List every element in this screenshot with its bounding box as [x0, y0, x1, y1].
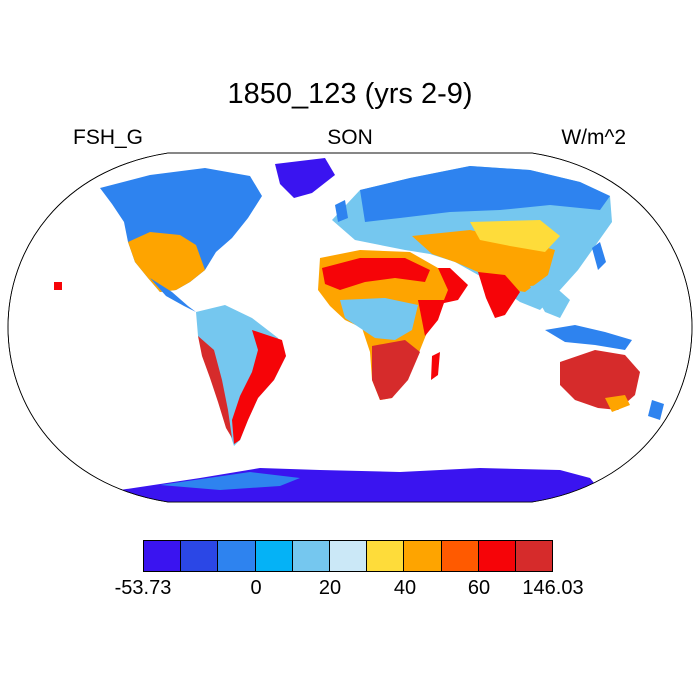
south-america-west	[198, 336, 232, 438]
map-title: 1850_123 (yrs 2-9)	[227, 78, 473, 110]
uk	[335, 200, 348, 222]
hawaii	[54, 282, 62, 290]
antarctica-edge	[160, 472, 300, 490]
india	[478, 272, 520, 318]
colorbar	[143, 540, 553, 572]
season-label: SON	[327, 126, 373, 149]
colorbar-tick-label: 40	[393, 577, 417, 599]
africa-sahara-red	[322, 258, 430, 290]
colorbar-tick-label: -53.73	[114, 577, 172, 599]
australia	[560, 350, 640, 410]
australia-southeast	[605, 395, 630, 412]
central-asia	[470, 220, 560, 252]
greenland	[275, 158, 335, 198]
colorbar-box-0	[144, 541, 182, 571]
colorbar-box-9	[478, 541, 516, 571]
colorbar-box-7	[404, 541, 442, 571]
map-border	[7, 152, 693, 503]
colorbar-tick-label: 146.03	[522, 577, 584, 599]
horn-of-africa	[418, 300, 445, 336]
colorbar-box-6	[367, 541, 405, 571]
new-zealand	[648, 400, 664, 420]
colorbar-tick-label: 20	[318, 577, 342, 599]
madagascar	[431, 352, 440, 380]
south-america-hot	[232, 330, 286, 444]
colorbar-box-5	[329, 541, 368, 571]
central-america	[150, 278, 196, 312]
colorbar-box-2	[218, 541, 256, 571]
land-fill	[54, 158, 664, 502]
colorbar-tick-label: 0	[250, 577, 262, 599]
colorbar-box-4	[292, 541, 330, 571]
indonesia	[545, 325, 632, 350]
units-label: W/m^2	[561, 126, 626, 149]
africa-central	[340, 298, 418, 340]
colorbar-tick-label: 60	[467, 577, 491, 599]
north-america-south	[128, 232, 205, 292]
southeast-asia	[530, 284, 570, 318]
colorbar-box-1	[181, 541, 219, 571]
eurasia-north	[360, 166, 610, 222]
japan	[592, 242, 606, 270]
colorbar-box-10	[515, 541, 553, 571]
variable-label: FSH_G	[73, 126, 144, 149]
africa-south	[372, 340, 420, 400]
colorbar-box-8	[441, 541, 479, 571]
colorbar-box-3	[255, 541, 293, 571]
